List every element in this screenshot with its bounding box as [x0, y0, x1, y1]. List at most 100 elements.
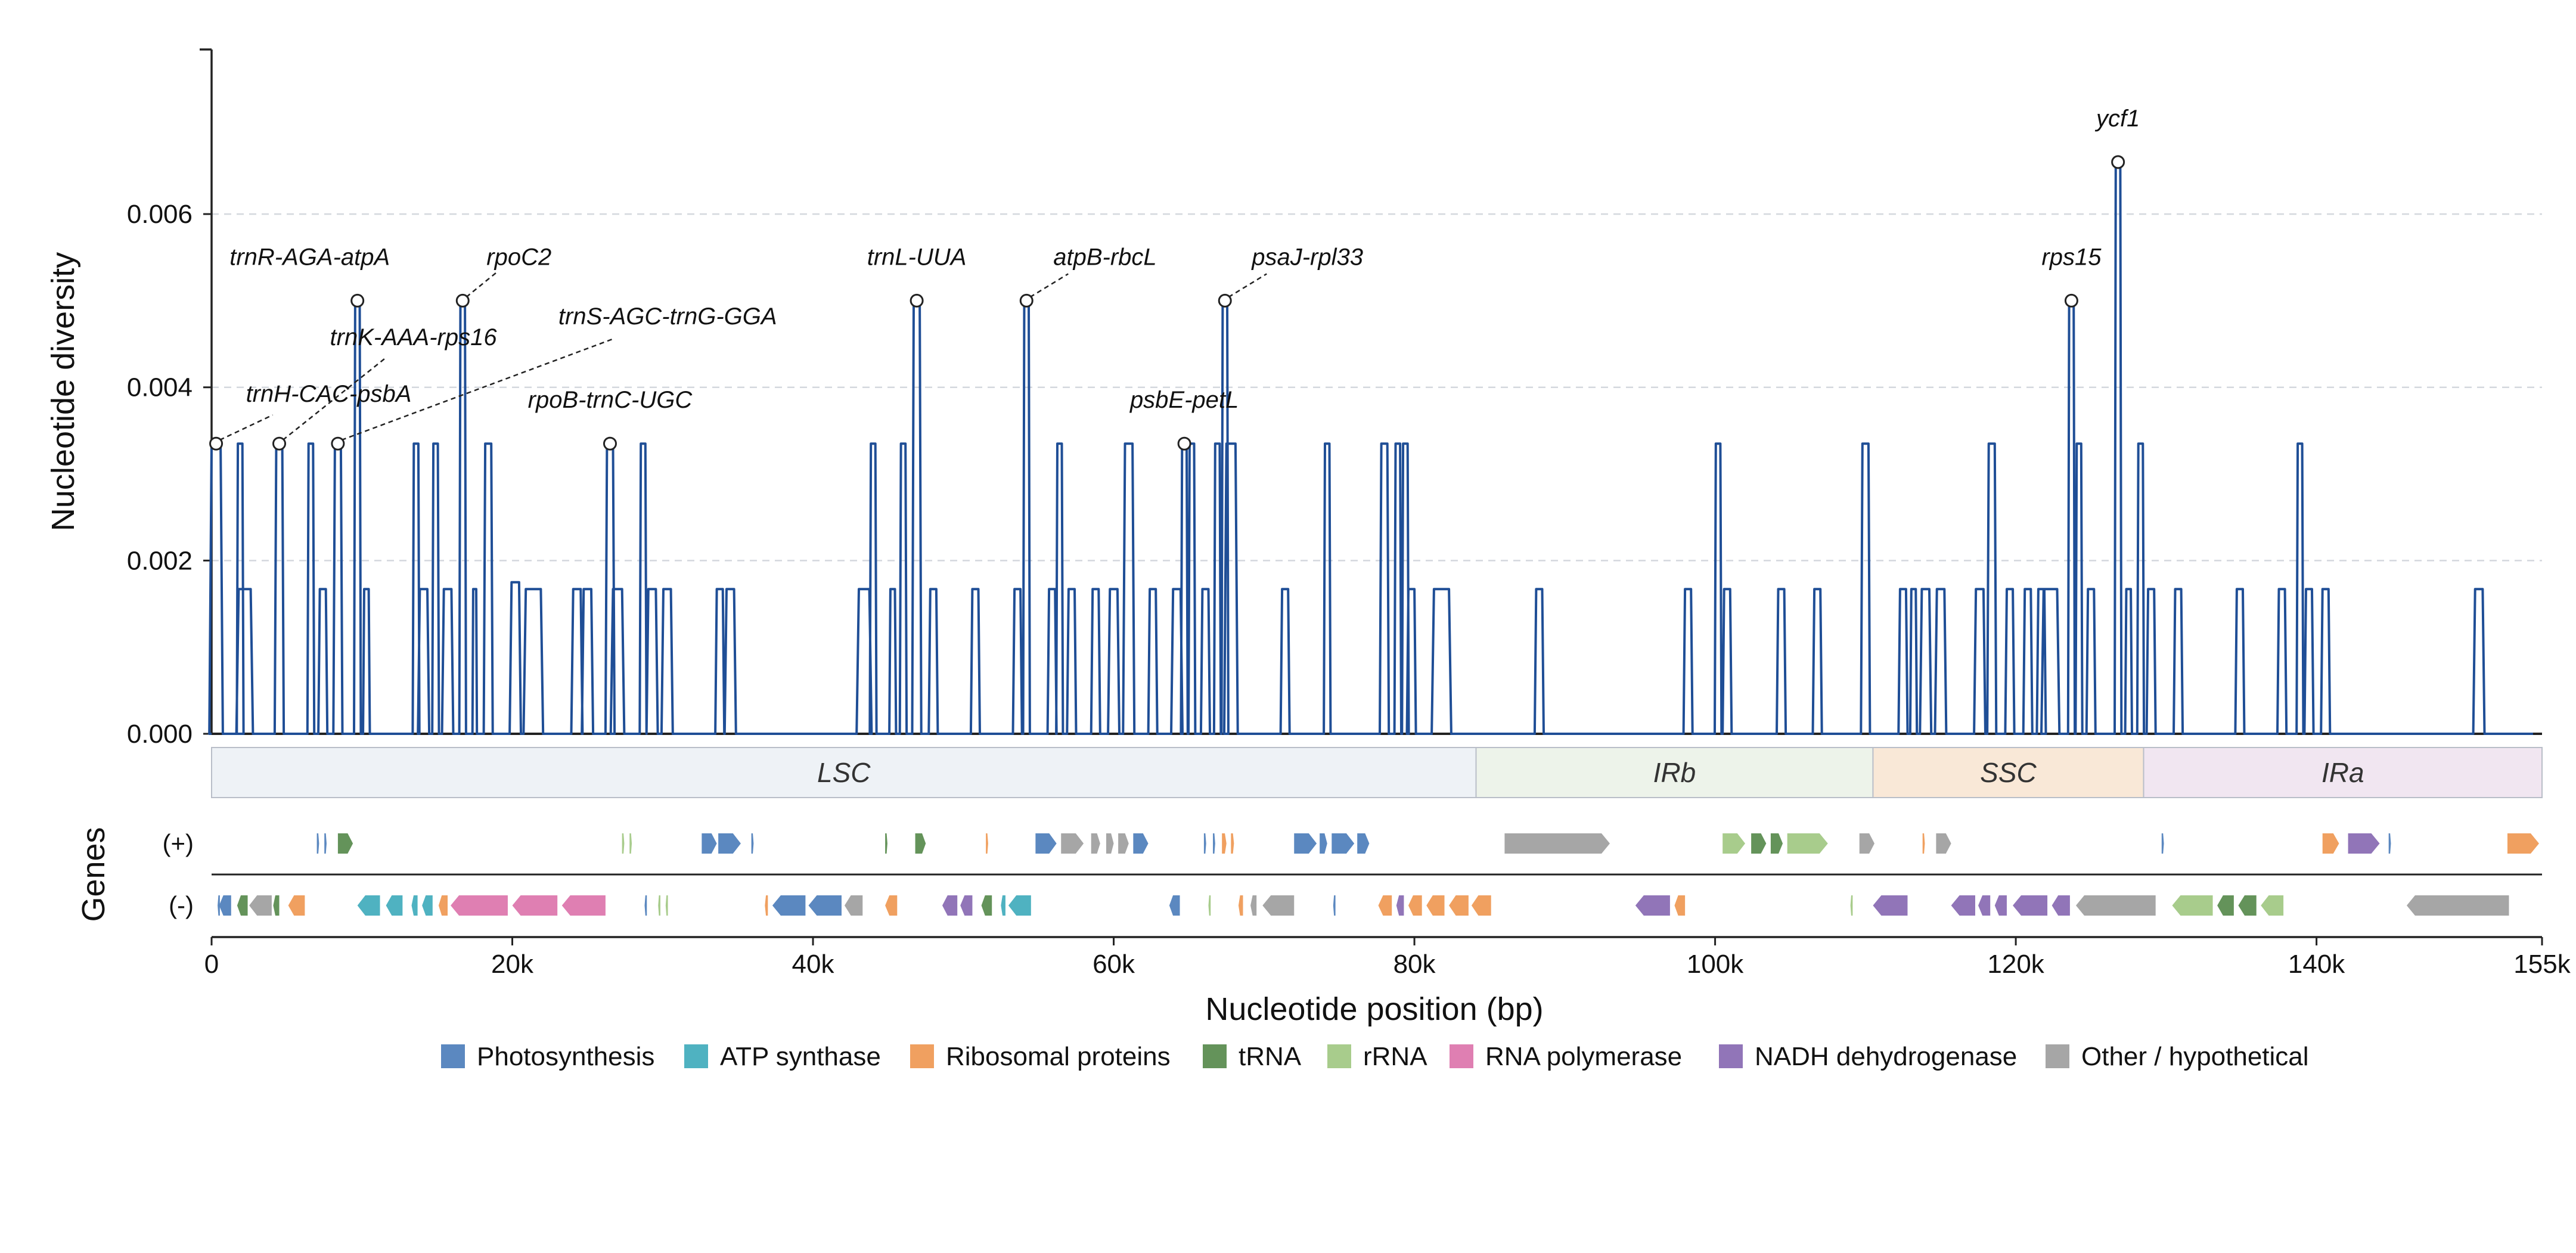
gene-arrow [1091, 833, 1100, 854]
gene-arrow [1001, 895, 1005, 916]
x-tick-label: 140k [2288, 950, 2345, 979]
strand-label-plus: (+) [163, 829, 194, 857]
gene-arrow [1208, 895, 1211, 916]
gene-arrow [1951, 895, 1975, 916]
peak-marker [910, 293, 924, 308]
peak-label: trnK-AAA-rps16 [330, 324, 498, 351]
gene-arrow [622, 833, 625, 854]
gene-arrow [337, 833, 353, 854]
peak-label: psbE-petL [1129, 387, 1239, 413]
annotation-leader [1228, 273, 1267, 298]
peak-marker [455, 293, 470, 308]
peak-marker [1177, 436, 1191, 451]
gene-arrow [1936, 833, 1951, 854]
gene-arrow [2217, 895, 2234, 916]
peak-label: trnR-AGA-atpA [229, 244, 390, 270]
peak-marker [1019, 293, 1033, 308]
gene-arrow [1262, 895, 1295, 916]
legend: Photosynthesis ATP synthase Ribosomal prot… [441, 1042, 2309, 1071]
legend-label: rRNA [1363, 1042, 1427, 1071]
grid-lines [212, 213, 2542, 562]
gene-arrow [237, 895, 248, 916]
gene-arrow [765, 895, 768, 916]
gene-arrow [2052, 895, 2070, 916]
gene-arrow [1222, 833, 1227, 854]
y-tick-label: 0.006 [127, 200, 193, 229]
gene-arrow [1213, 833, 1215, 854]
gene-arrow [1133, 833, 1149, 854]
gene-arrow [422, 895, 433, 916]
gene-arrow [942, 895, 958, 916]
gene-arrow [702, 833, 717, 854]
gene-arrow [1118, 833, 1129, 854]
gene-arrow [718, 833, 741, 854]
gene-arrow [2172, 895, 2213, 916]
gene-arrow [1106, 833, 1114, 854]
y-tick-label: 0.000 [127, 719, 193, 749]
gene-arrow [1061, 833, 1084, 854]
gene-arrow [1378, 895, 1392, 916]
gene-arrow [1332, 833, 1355, 854]
peak-label: rpoC2 [486, 244, 551, 270]
x-tick-label: 155k [2513, 950, 2571, 979]
annotation-leader [465, 270, 499, 298]
gene-arrow [411, 895, 418, 916]
diversity-series [208, 160, 2533, 735]
gene-arrow [438, 895, 448, 916]
peak-marker [1218, 293, 1232, 308]
x-axis: 0 20k 40k 60k 80k 100k 120k 140k 155k [204, 936, 2571, 979]
peak-label: trnS-AGC-trnG-GGA [558, 303, 777, 330]
peak-label: rpoB-trnC-UGC [528, 387, 693, 413]
gene-arrow [986, 833, 988, 854]
legend-label: Ribosomal proteins [946, 1042, 1171, 1071]
legend-label: Photosynthesis [477, 1042, 654, 1071]
legend-label: Other / hypothetical [2081, 1042, 2309, 1071]
gene-arrow [1850, 895, 1853, 916]
gene-arrow [1035, 833, 1057, 854]
gene-arrow [2322, 833, 2339, 854]
region-label: LSC [817, 757, 871, 788]
peak-label: ycf1 [2094, 106, 2140, 132]
gene-arrow [2238, 895, 2257, 916]
gene-arrow [1635, 895, 1670, 916]
gene-arrow [1333, 895, 1336, 916]
legend-swatch [1203, 1044, 1227, 1068]
gene-arrow [2348, 833, 2380, 854]
x-tick-label: 40k [792, 950, 835, 979]
region-label: IRa [2321, 757, 2364, 788]
gene-arrow [1357, 833, 1370, 854]
gene-arrow [2076, 895, 2156, 916]
genome-regions: LSC IRb SSC IRa [211, 747, 2543, 798]
gene-arrow [1250, 895, 1257, 916]
gene-arrow [2388, 833, 2391, 854]
x-tick-label: 0 [204, 950, 219, 979]
gene-arrow [808, 895, 842, 916]
legend-swatch [2046, 1044, 2069, 1068]
gene-arrow [751, 833, 754, 854]
gene-arrow [1294, 833, 1317, 854]
gene-arrow [2507, 833, 2539, 854]
gene-arrow [658, 895, 660, 916]
annotation-leader [282, 356, 387, 441]
peak-label: psaJ-rpl33 [1251, 244, 1363, 270]
legend-swatch [1327, 1044, 1351, 1068]
legend-swatch [1450, 1044, 1473, 1068]
x-tick-label: 100k [1687, 950, 1744, 979]
peak-label: trnL-UUA [867, 244, 967, 270]
gene-arrow [772, 895, 806, 916]
gene-arrow [1873, 895, 1908, 916]
region-label: IRb [1653, 757, 1696, 788]
gene-arrow [1504, 833, 1610, 854]
x-tick-label: 120k [1987, 950, 2044, 979]
gene-arrow [2406, 895, 2509, 916]
region-label: SSC [1980, 757, 2037, 788]
gene-arrow [273, 895, 280, 916]
region-ira [2143, 747, 2543, 798]
gene-arrow [845, 895, 863, 916]
peak-marker [272, 436, 287, 451]
peak-marker [350, 293, 365, 308]
gene-arrow [2261, 895, 2284, 916]
legend-label: RNA polymerase [1485, 1042, 1682, 1071]
gene-arrow [357, 895, 380, 916]
